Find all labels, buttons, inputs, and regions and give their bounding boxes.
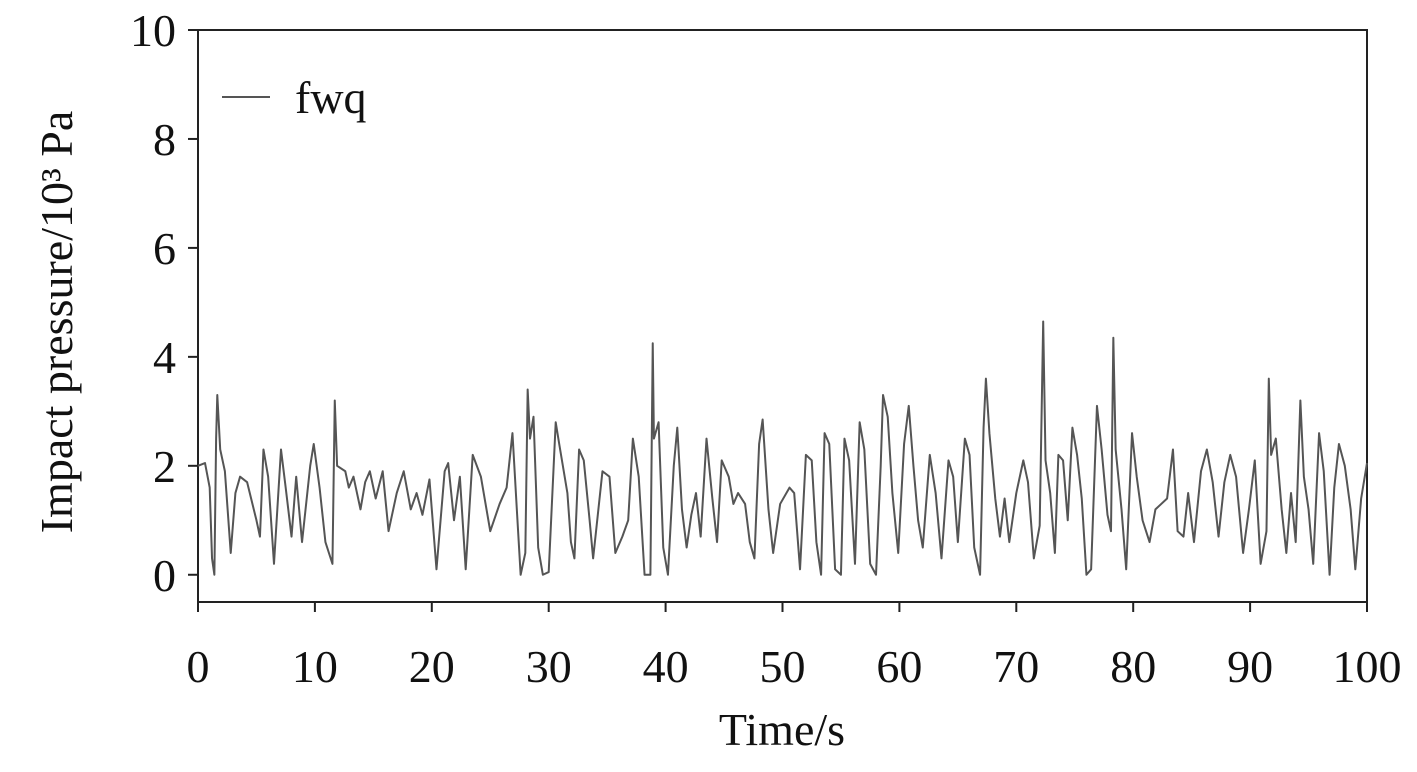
- x-tick-label: 60: [876, 641, 922, 692]
- x-tick-label: 70: [993, 641, 1039, 692]
- legend-label: fwq: [295, 72, 367, 123]
- x-tick-label: 80: [1110, 641, 1156, 692]
- x-tick-label: 100: [1333, 641, 1402, 692]
- x-tick-label: 50: [760, 641, 806, 692]
- y-axis-label: Impact pressure/10³ Pa: [31, 111, 82, 534]
- y-tick-label: 10: [130, 5, 176, 56]
- x-tick-label: 90: [1227, 641, 1273, 692]
- x-tick-label: 0: [187, 641, 210, 692]
- y-tick-label: 6: [153, 223, 176, 274]
- y-tick-label: 4: [153, 332, 176, 383]
- y-tick-label: 0: [153, 550, 176, 601]
- data-line: [197, 320, 1368, 576]
- x-tick-label: 40: [643, 641, 689, 692]
- x-tick-label: 10: [292, 641, 338, 692]
- x-tick-label: 20: [409, 641, 455, 692]
- x-tick-label: 30: [526, 641, 572, 692]
- y-tick-label: 8: [153, 114, 176, 165]
- y-tick-label: 2: [153, 441, 176, 492]
- x-axis-label: Time/s: [719, 704, 845, 755]
